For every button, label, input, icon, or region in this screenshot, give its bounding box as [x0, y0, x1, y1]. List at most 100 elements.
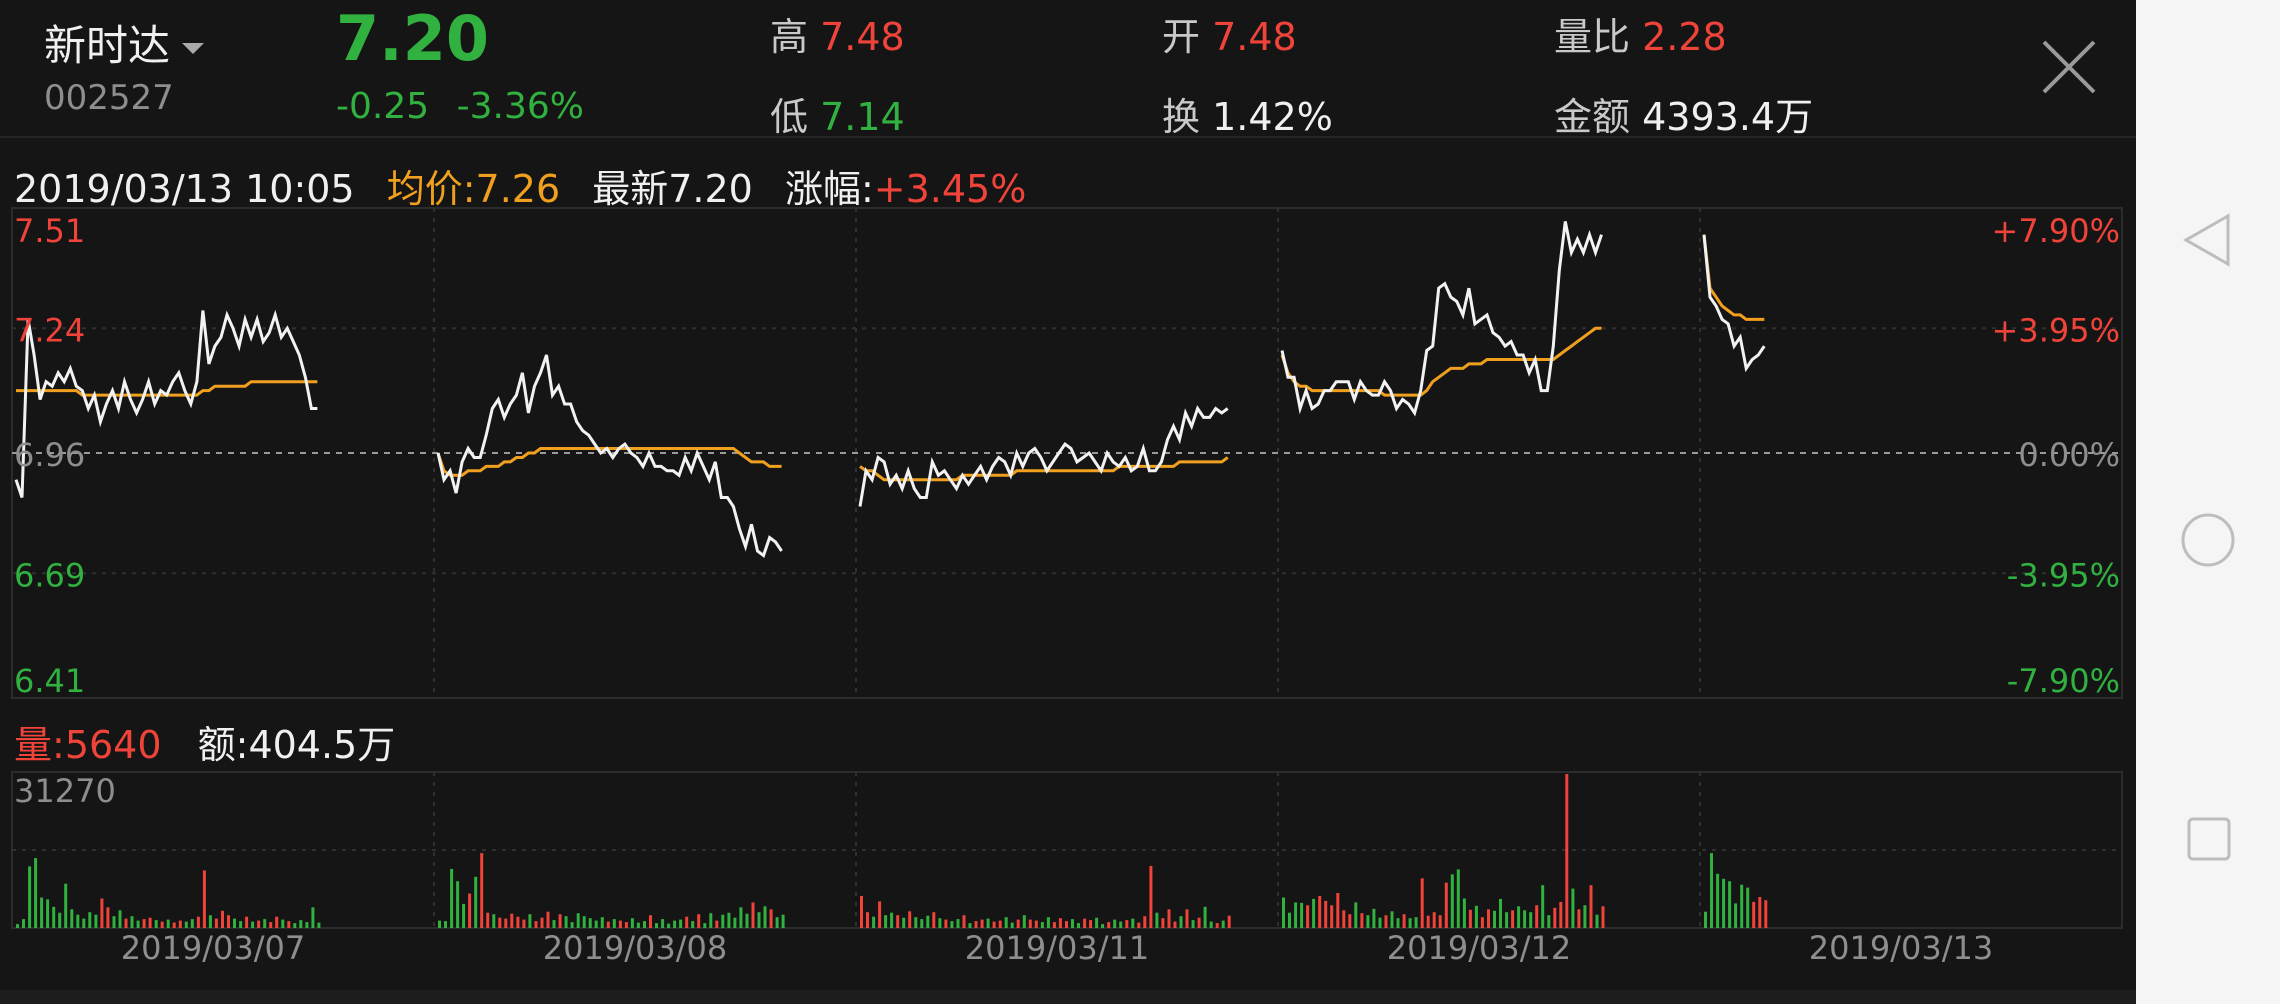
volume-bar — [643, 921, 646, 928]
price-line — [858, 405, 1229, 507]
volume-bar — [1089, 920, 1093, 928]
volume-bar — [697, 914, 701, 928]
volume-bar — [1312, 898, 1316, 928]
volume-bar — [636, 922, 640, 928]
volume-bar — [130, 916, 134, 928]
volume-bar — [492, 914, 496, 928]
back-triangle-icon[interactable] — [2182, 212, 2232, 268]
home-circle-icon[interactable] — [2180, 512, 2236, 568]
volume-bar — [1505, 912, 1509, 928]
volume-bar — [245, 916, 249, 928]
x-tick-label: 2019/03/11 — [965, 929, 1149, 967]
volume-bar — [299, 920, 303, 928]
volume-bar — [1571, 888, 1575, 928]
volume-bar — [227, 915, 230, 928]
volume-bar — [745, 913, 749, 928]
recent-square-icon[interactable] — [2186, 816, 2232, 862]
stock-name-selector[interactable]: 新时达 — [44, 12, 205, 73]
volume-bar — [679, 919, 683, 928]
volume-bar — [769, 909, 773, 928]
volume-bar — [908, 911, 912, 928]
volume-bar — [1324, 900, 1328, 928]
volume-bar — [1384, 915, 1388, 928]
volume-bar — [468, 893, 472, 928]
volume-bar — [1601, 906, 1605, 928]
volume-bar — [884, 915, 888, 928]
volume-bar — [70, 909, 74, 928]
y-tick-right: +3.95% — [1992, 311, 2120, 349]
volume-bar — [1366, 915, 1370, 928]
x-tick-label: 2019/03/13 — [1809, 929, 1993, 967]
volume-bar — [178, 920, 182, 928]
volume-bar — [136, 920, 140, 928]
volume-bar — [1294, 902, 1298, 928]
volume-bar — [1523, 910, 1527, 928]
volume-bar — [956, 919, 960, 928]
stat-open: 开 7.48 — [1162, 15, 1297, 59]
volume-bar — [878, 901, 882, 928]
volume-bar — [1016, 919, 1020, 928]
volume-bar — [124, 918, 128, 928]
price-line — [1702, 234, 1766, 373]
volume-bar — [727, 912, 731, 928]
volume-bar — [112, 916, 116, 928]
volume-bar — [1300, 902, 1304, 928]
volume-bars — [16, 774, 1768, 928]
volume-bar — [528, 914, 532, 928]
volume-bar — [1209, 921, 1213, 928]
volume-bar — [480, 853, 484, 928]
volume-bar — [1058, 918, 1062, 928]
volume-bar — [1559, 901, 1563, 928]
volume-bar — [486, 912, 490, 928]
volume-bar — [1191, 920, 1195, 928]
volume-bar — [510, 913, 514, 928]
volume-bar — [166, 919, 170, 928]
volume-bar — [1046, 917, 1050, 928]
volume-bar — [655, 923, 658, 928]
volume-bar — [1071, 919, 1074, 928]
y-tick-right: +7.90% — [1992, 212, 2120, 250]
volume-bar — [214, 918, 218, 928]
volume-bar — [938, 918, 942, 928]
y-tick-left: 6.41 — [14, 662, 85, 700]
volume-bar — [269, 922, 273, 928]
volume-bar — [1161, 918, 1165, 928]
volume-bar — [1390, 911, 1394, 928]
volume-bar — [100, 898, 104, 928]
five-day-timeshare-chart[interactable]: 7.51 7.24 6.96 6.69 6.41 +7.90% +3.95% 0.00% -3.… — [0, 0, 2136, 1004]
volume-bar — [257, 920, 261, 928]
volume-bar — [715, 920, 719, 928]
volume-bar — [1414, 917, 1418, 928]
close-icon[interactable] — [2040, 38, 2098, 96]
volume-bar — [498, 917, 502, 928]
volume-bar — [1227, 915, 1231, 928]
volume-bar — [1179, 916, 1183, 928]
price-lines — [14, 221, 1766, 558]
volume-bar — [522, 919, 526, 928]
volume-bar — [1167, 909, 1171, 928]
volume-bar — [757, 912, 761, 928]
quote-header: 新时达 002527 7.20 -0.25 -3.36% 高 7.48 开 7.… — [0, 0, 2136, 139]
crosshair-datetime: 2019/03/13 10:05 — [14, 167, 355, 211]
volume-bar — [781, 914, 785, 928]
stat-volume-ratio: 量比 2.28 — [1554, 15, 1727, 59]
volume-bar — [1354, 902, 1358, 928]
volume-bar — [1197, 917, 1201, 928]
current-price: 7.20 — [336, 2, 489, 75]
volume-bar — [1438, 915, 1442, 928]
volume-bar — [40, 897, 44, 928]
x-tick-label: 2019/03/12 — [1387, 929, 1571, 967]
stat-high: 高 7.48 — [770, 15, 905, 59]
volume-bar — [438, 920, 441, 928]
volume-bar — [1456, 869, 1460, 928]
volume-bar — [1752, 901, 1756, 928]
volume-bar — [1155, 912, 1159, 928]
volume-bar — [1185, 909, 1189, 928]
y-tick-left: 7.51 — [14, 212, 85, 250]
volume-bar — [462, 903, 466, 928]
volume-bar — [1468, 909, 1472, 928]
volume-bar — [1107, 922, 1111, 928]
volume-bar — [281, 919, 285, 928]
volume-bar — [890, 912, 894, 928]
volume-bar — [866, 912, 869, 928]
